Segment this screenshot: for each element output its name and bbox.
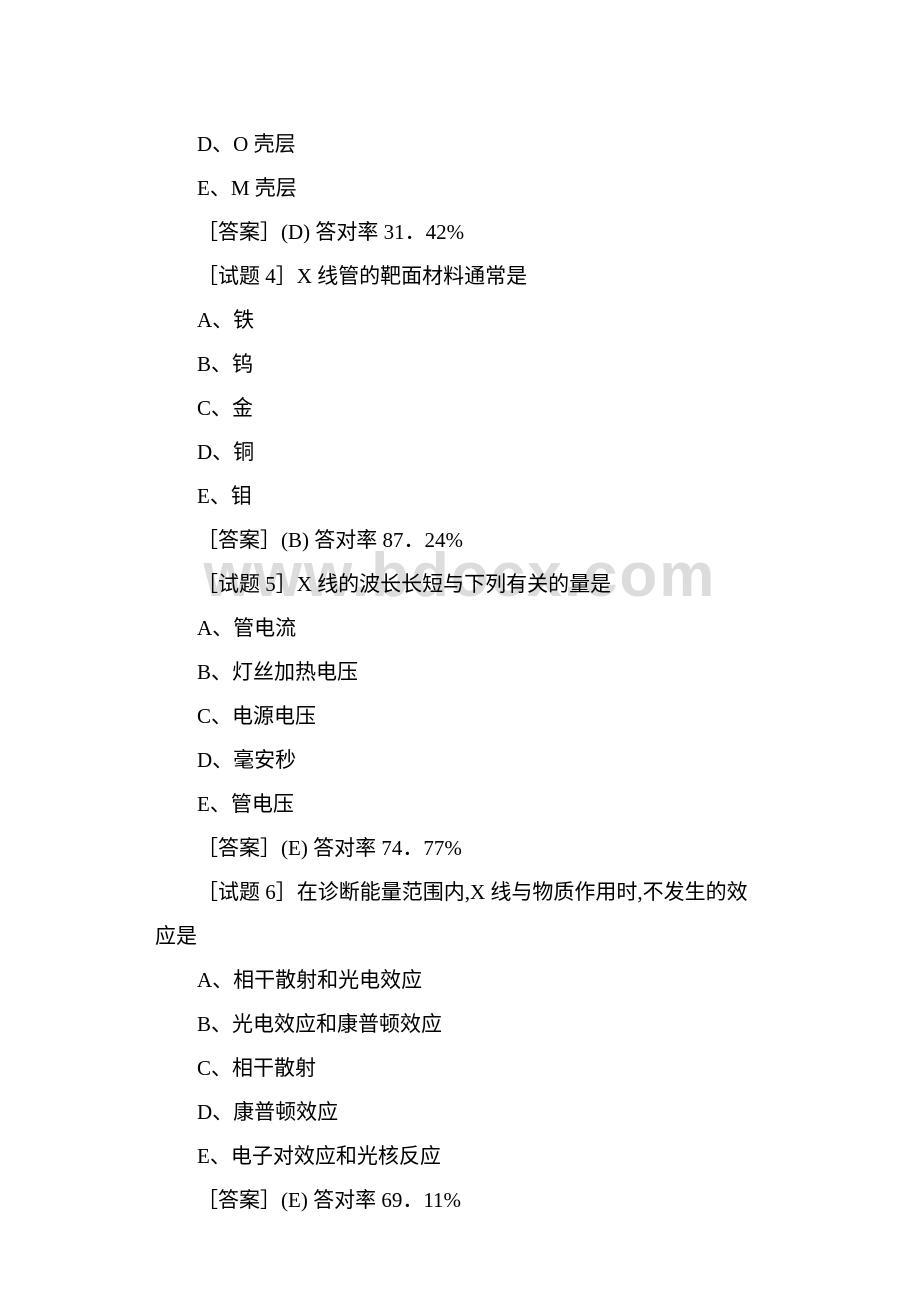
- question-line: ［试题 6］在诊断能量范围内,X 线与物质作用时,不发生的效: [115, 870, 805, 914]
- answer-line: ［答案］(E) 答对率 74．77%: [115, 826, 805, 870]
- option-line: D、康普顿效应: [115, 1090, 805, 1134]
- text-line: D、O 壳层: [115, 122, 805, 166]
- option-line: D、铜: [115, 430, 805, 474]
- answer-line: ［答案］(B) 答对率 87．24%: [115, 518, 805, 562]
- option-line: E、钼: [115, 474, 805, 518]
- option-line: A、管电流: [115, 606, 805, 650]
- option-line: B、灯丝加热电压: [115, 650, 805, 694]
- option-line: E、电子对效应和光核反应: [115, 1134, 805, 1178]
- question-line: ［试题 4］X 线管的靶面材料通常是: [115, 254, 805, 298]
- option-line: C、相干散射: [115, 1046, 805, 1090]
- option-line: A、相干散射和光电效应: [115, 958, 805, 1002]
- option-line: C、金: [115, 386, 805, 430]
- document-content: D、O 壳层 E、M 壳层 ［答案］(D) 答对率 31．42% ［试题 4］X…: [0, 0, 920, 1222]
- option-line: B、光电效应和康普顿效应: [115, 1002, 805, 1046]
- answer-line: ［答案］(E) 答对率 69．11%: [115, 1178, 805, 1222]
- question-line-continuation: 应是: [115, 914, 805, 958]
- option-line: D、毫安秒: [115, 738, 805, 782]
- answer-line: ［答案］(D) 答对率 31．42%: [115, 210, 805, 254]
- text-line: E、M 壳层: [115, 166, 805, 210]
- option-line: C、电源电压: [115, 694, 805, 738]
- question-line: ［试题 5］X 线的波长长短与下列有关的量是: [115, 562, 805, 606]
- option-line: E、管电压: [115, 782, 805, 826]
- option-line: B、钨: [115, 342, 805, 386]
- option-line: A、铁: [115, 298, 805, 342]
